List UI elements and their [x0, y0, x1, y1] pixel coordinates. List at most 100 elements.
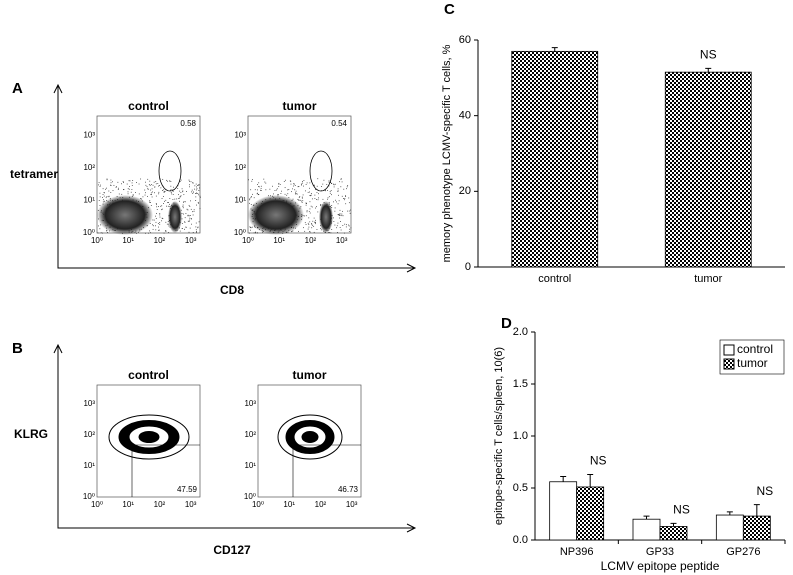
- event-dot: [153, 229, 154, 230]
- event-dot: [173, 194, 174, 195]
- event-dot: [349, 231, 350, 232]
- legend-label: control: [737, 342, 773, 356]
- event-dot: [302, 200, 303, 201]
- error-bar: [671, 523, 677, 526]
- event-dot: [146, 185, 147, 186]
- quadrant-value: 47.59: [177, 485, 198, 494]
- event-dot: [103, 194, 104, 195]
- event-dot: [189, 186, 190, 187]
- event-dot: [314, 218, 315, 219]
- event-dot: [121, 183, 122, 184]
- quadrant-value: 46.73: [338, 485, 359, 494]
- event-dot: [194, 189, 195, 190]
- log-tick-label: 10³: [244, 399, 256, 408]
- event-dot: [110, 180, 111, 181]
- event-dot: [315, 208, 316, 209]
- event-dot: [346, 227, 347, 228]
- event-dot: [167, 181, 168, 182]
- event-dot: [189, 180, 190, 181]
- event-dot: [158, 193, 159, 194]
- event-dot: [254, 232, 255, 233]
- event-dot: [345, 203, 346, 204]
- event-dot: [132, 183, 133, 184]
- event-dot: [298, 186, 299, 187]
- log-tick-label: 10¹: [83, 196, 95, 205]
- event-dot: [165, 222, 166, 223]
- event-dot: [191, 219, 192, 220]
- event-dot: [163, 196, 164, 197]
- event-dot: [311, 227, 312, 228]
- event-dot: [349, 226, 350, 227]
- event-dot: [136, 182, 137, 183]
- event-dot: [161, 220, 162, 221]
- legend-swatch: [724, 359, 734, 369]
- x-tick-label: GP33: [646, 546, 674, 558]
- event-dot: [308, 192, 309, 193]
- event-dot: [341, 230, 342, 231]
- event-dot: [192, 211, 193, 212]
- event-dot: [320, 205, 321, 206]
- event-dot: [164, 201, 165, 202]
- event-dot: [304, 231, 305, 232]
- event-dot: [121, 194, 122, 195]
- event-dot: [314, 232, 315, 233]
- event-dot: [181, 195, 182, 196]
- event-dot: [200, 208, 201, 209]
- event-dot: [315, 189, 316, 190]
- event-dot: [155, 225, 156, 226]
- event-dot: [294, 189, 295, 190]
- event-dot: [156, 183, 157, 184]
- event-dot: [182, 188, 183, 189]
- event-dot: [168, 206, 169, 207]
- event-dot: [257, 193, 258, 194]
- log-tick-label: 10³: [346, 500, 358, 509]
- event-dot: [170, 186, 171, 187]
- event-dot: [316, 199, 317, 200]
- event-dot: [306, 224, 307, 225]
- event-dot: [163, 203, 164, 204]
- event-dot: [106, 197, 107, 198]
- event-dot: [329, 232, 330, 233]
- event-dot: [145, 182, 146, 183]
- log-tick-label: 10⁰: [83, 228, 95, 237]
- event-dot: [273, 194, 274, 195]
- legend-swatch: [724, 345, 734, 355]
- event-dot: [191, 181, 192, 182]
- event-dot: [317, 192, 318, 193]
- event-dot: [185, 201, 186, 202]
- event-dot: [156, 206, 157, 207]
- log-tick-label: 10²: [315, 500, 327, 509]
- event-dot: [302, 202, 303, 203]
- y-tick-label: 2.0: [513, 326, 528, 338]
- event-dot: [344, 199, 345, 200]
- y-axis-label: tetramer: [10, 167, 58, 181]
- event-dot: [334, 184, 335, 185]
- event-dot: [103, 188, 104, 189]
- event-dot: [184, 229, 185, 230]
- event-dot: [148, 233, 149, 234]
- log-tick-label: 10¹: [122, 236, 134, 245]
- event-dot: [165, 230, 166, 231]
- event-dot: [328, 197, 329, 198]
- event-dot: [196, 193, 197, 194]
- event-dot: [147, 188, 148, 189]
- event-dot: [147, 179, 148, 180]
- event-dot: [160, 206, 161, 207]
- event-dot: [335, 184, 336, 185]
- event-dot: [162, 179, 163, 180]
- event-dot: [159, 222, 160, 223]
- log-tick-label: 10⁰: [91, 236, 103, 245]
- event-dot: [127, 184, 128, 185]
- event-dot: [161, 209, 162, 210]
- event-dot: [337, 232, 338, 233]
- event-dot: [336, 227, 337, 228]
- flow-plot: [97, 116, 201, 235]
- event-dot: [189, 220, 190, 221]
- event-dot: [183, 214, 184, 215]
- event-dot: [339, 200, 340, 201]
- panel-letter: C: [444, 1, 455, 18]
- event-dot: [340, 215, 341, 216]
- event-dot: [162, 198, 163, 199]
- event-dot: [303, 180, 304, 181]
